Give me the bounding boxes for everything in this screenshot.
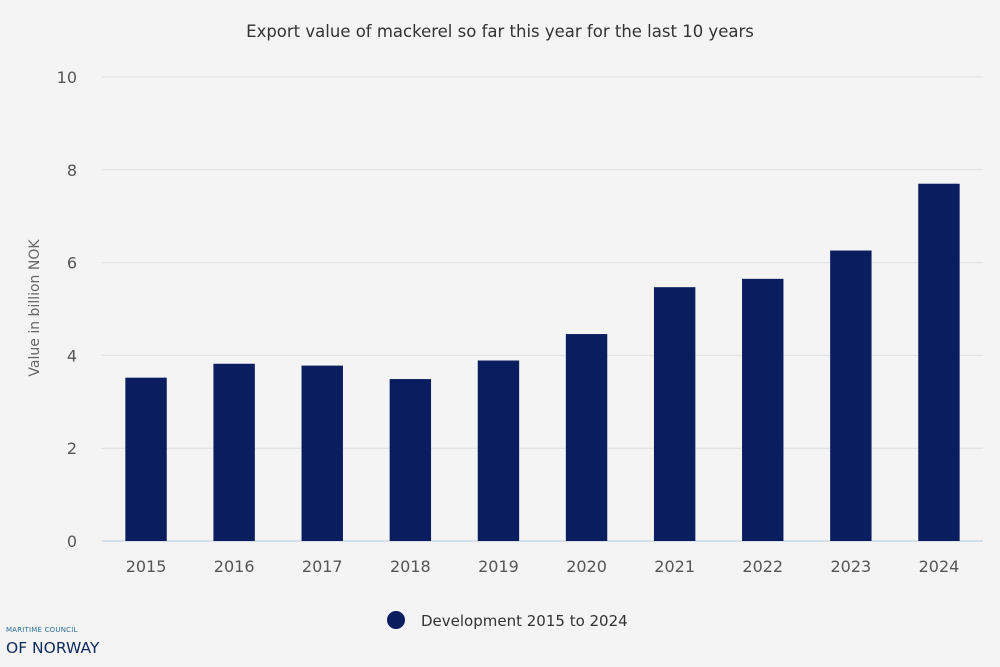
x-tick-label: 2020 [566,557,607,576]
x-tick-label: 2021 [654,557,695,576]
logo-line-large: OF NORWAY [6,639,100,657]
bar-2019[interactable] [477,360,520,541]
y-axis-title: Value in billion NOK [27,239,43,377]
x-tick-label: 2018 [390,557,431,576]
y-tick-label: 0 [67,532,77,551]
legend[interactable]: Development 2015 to 2024 [387,611,628,630]
bar-2022[interactable] [742,278,784,541]
bars [125,183,960,541]
y-tick-label: 8 [67,161,77,180]
x-tick-label: 2022 [742,557,783,576]
y-axis-ticks: 0 2 4 6 8 10 [57,68,77,551]
logo-line-small: MARITIME COUNCIL [6,626,78,634]
legend-marker [387,611,405,629]
logo: MARITIME COUNCIL OF NORWAY [6,626,146,662]
bar-2024[interactable] [918,183,960,541]
x-tick-label: 2016 [214,557,255,576]
y-tick-label: 10 [57,68,77,87]
bar-2021[interactable] [653,287,696,541]
x-tick-label: 2023 [830,557,871,576]
x-tick-label: 2024 [919,557,960,576]
chart-title: Export value of mackerel so far this yea… [246,22,754,41]
x-tick-label: 2017 [302,557,343,576]
bar-2015[interactable] [125,377,167,541]
bar-2018[interactable] [389,379,432,541]
bar-2016[interactable] [213,363,255,541]
legend-label: Development 2015 to 2024 [421,612,628,630]
x-axis-ticks: 2015 2016 2017 2018 2019 2020 2021 2022 2023 2024 [126,557,960,576]
y-tick-label: 4 [67,346,77,365]
bar-2020[interactable] [565,334,608,541]
y-tick-label: 6 [67,254,77,273]
bar-2017[interactable] [301,365,343,541]
bar-2023[interactable] [830,250,872,541]
y-tick-label: 2 [67,439,77,458]
x-tick-label: 2019 [478,557,519,576]
x-tick-label: 2015 [126,557,167,576]
